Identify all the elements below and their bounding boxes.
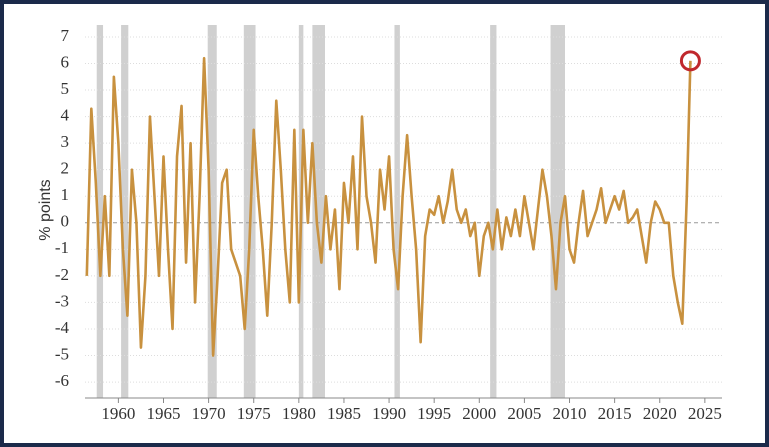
x-tick-label: 1985 bbox=[327, 404, 361, 423]
recession-band bbox=[312, 25, 326, 398]
y-tick-label: -3 bbox=[55, 291, 69, 310]
recession-band bbox=[550, 25, 566, 398]
x-tick-label: 1980 bbox=[282, 404, 316, 423]
y-tick-label: -5 bbox=[55, 344, 69, 363]
recession-band bbox=[96, 25, 104, 398]
y-tick-label: -6 bbox=[55, 371, 69, 390]
x-tick-label: 1990 bbox=[372, 404, 406, 423]
y-tick-label: -2 bbox=[55, 265, 69, 284]
y-tick-label: -1 bbox=[55, 238, 69, 257]
x-tick-label: 1960 bbox=[101, 404, 135, 423]
y-tick-label: 5 bbox=[61, 79, 70, 98]
x-tick-label: 1975 bbox=[237, 404, 271, 423]
x-tick-label: 2000 bbox=[462, 404, 496, 423]
recession-band bbox=[207, 25, 217, 398]
y-tick-label: 1 bbox=[61, 185, 70, 204]
x-tick-label: 2015 bbox=[598, 404, 632, 423]
x-tick-label: 1970 bbox=[192, 404, 226, 423]
y-tick-label: 0 bbox=[61, 212, 70, 231]
y-tick-label: -4 bbox=[55, 318, 70, 337]
x-tick-label: 1995 bbox=[417, 404, 451, 423]
y-tick-label: 2 bbox=[61, 159, 70, 178]
recession-band bbox=[490, 25, 497, 398]
x-tick-label: 2020 bbox=[643, 404, 677, 423]
y-tick-label: 6 bbox=[61, 52, 70, 71]
y-tick-label: 4 bbox=[61, 105, 70, 124]
highlight-circle bbox=[679, 50, 701, 72]
recession-band bbox=[121, 25, 129, 398]
y-axis-label: % points bbox=[37, 179, 54, 240]
x-tick-label: 2025 bbox=[688, 404, 722, 423]
y-tick-label: 7 bbox=[61, 26, 70, 45]
data-line bbox=[85, 56, 692, 357]
x-tick-label: 2005 bbox=[507, 404, 541, 423]
y-tick-label: 3 bbox=[61, 132, 70, 151]
recession-band bbox=[394, 25, 400, 398]
x-tick-label: 1965 bbox=[146, 404, 180, 423]
x-tick-label: 2010 bbox=[553, 404, 587, 423]
